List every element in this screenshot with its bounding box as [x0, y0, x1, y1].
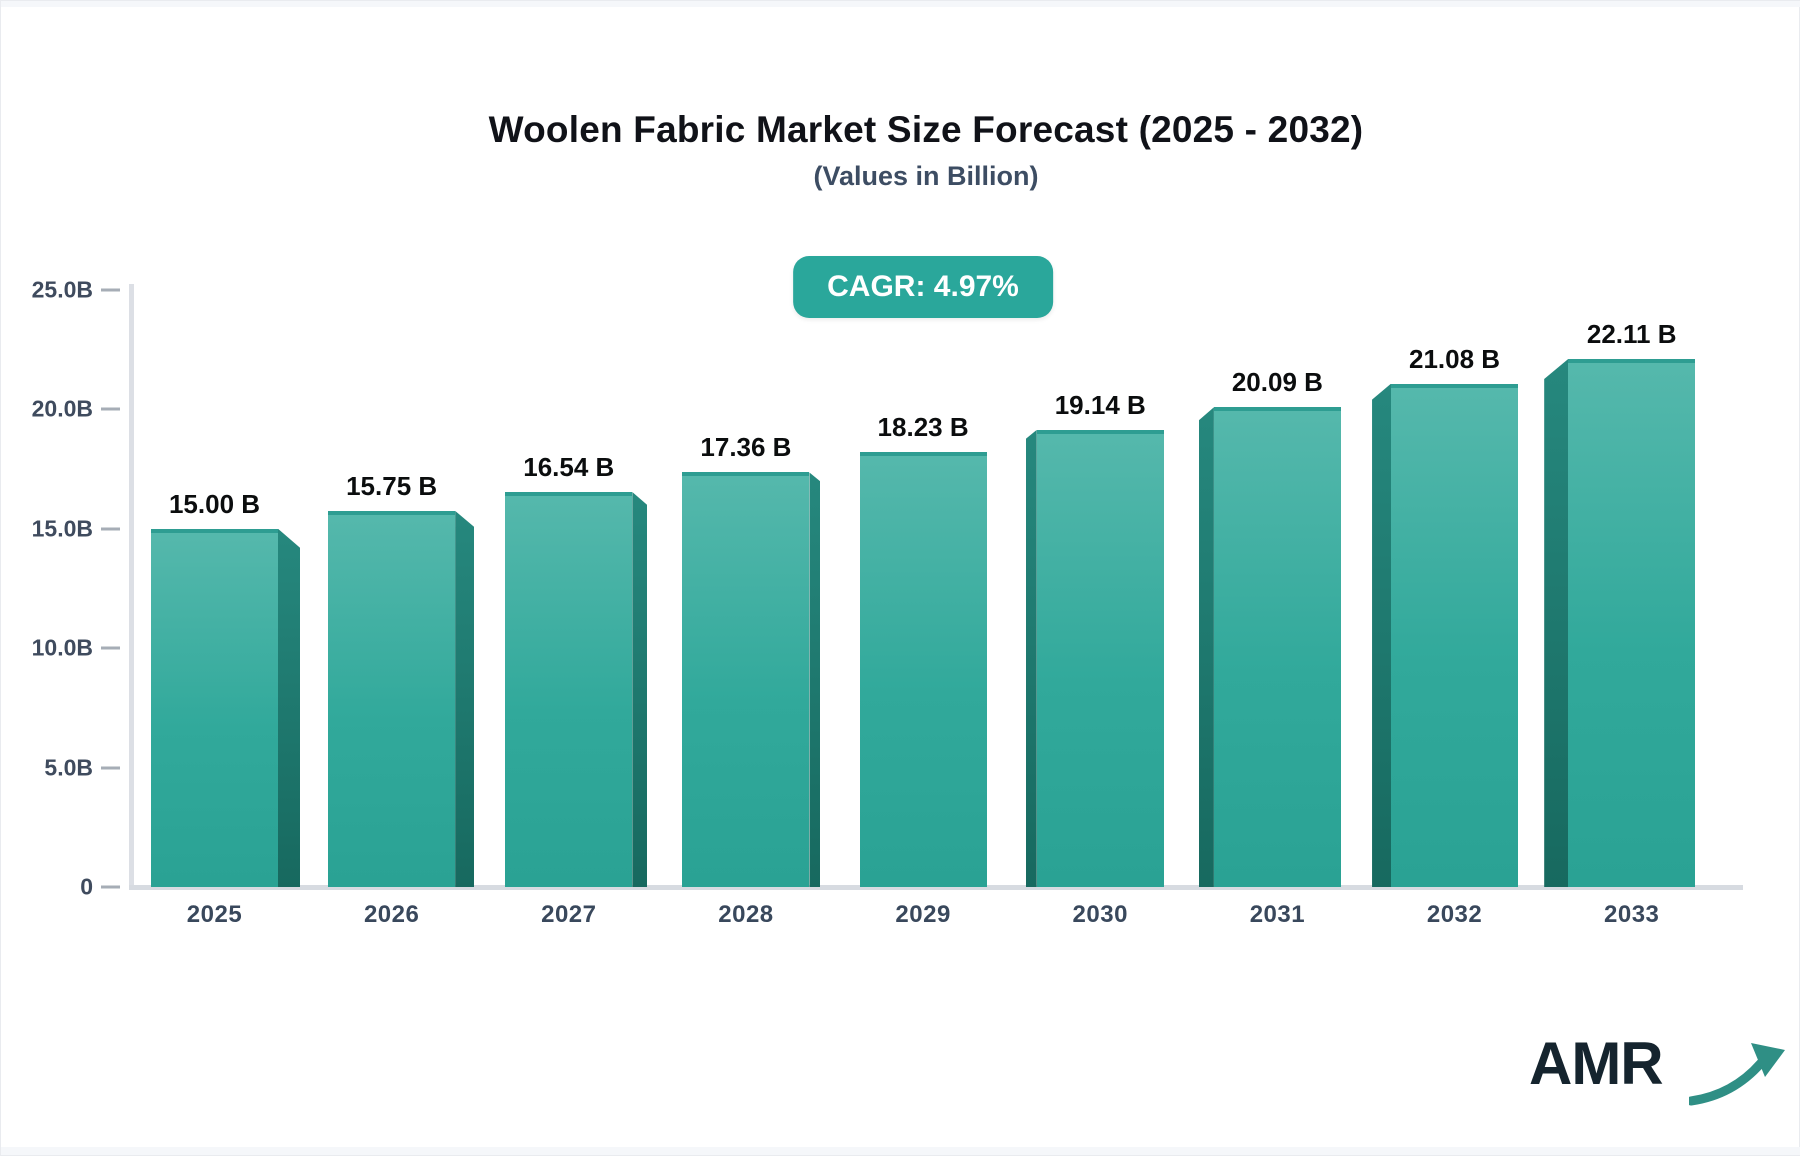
x-tick-label-2033: 2033: [1603, 901, 1660, 928]
bar-3d-side-2030: [1025, 429, 1037, 887]
bar-2028: [682, 472, 810, 887]
y-tick-label-10.0B: 10.0B: [31, 634, 93, 661]
x-tick-label-2031: 2031: [1249, 901, 1306, 928]
x-tick-label-2026: 2026: [363, 901, 420, 928]
bar-3d-side-2027: [632, 492, 648, 887]
bar-value-label-2028: 17.36 B: [700, 432, 792, 463]
bar-2031: [1213, 407, 1341, 887]
y-axis-line: [129, 284, 134, 887]
y-tick-dash: [101, 288, 120, 292]
bar-3d-side-2032: [1372, 383, 1392, 887]
bar-3d-side-2025: [278, 528, 300, 887]
y-tick-label-5.0B: 5.0B: [44, 754, 93, 781]
bar-value-label-2030: 19.14 B: [1054, 389, 1146, 420]
bar-value-label-2031: 20.09 B: [1231, 367, 1323, 398]
x-tick-label-2032: 2032: [1426, 901, 1483, 928]
chart-header: Woolen Fabric Market Size Forecast (2025…: [26, 1, 1800, 192]
bar-2030: [1036, 429, 1164, 887]
chart-title: Woolen Fabric Market Size Forecast (2025…: [488, 109, 1364, 150]
x-tick-label-2028: 2028: [718, 901, 774, 928]
page-top-strip: [1, 1, 1800, 7]
y-tick-dash: [101, 527, 120, 531]
bar-value-label-2032: 21.08 B: [1409, 343, 1501, 374]
x-tick-label-2025: 2025: [186, 901, 243, 928]
amr-logo: AMR: [1529, 1029, 1785, 1119]
bar-value-label-2025: 15.00 B: [168, 488, 261, 519]
bar-value-label-2026: 15.75 B: [346, 470, 438, 501]
bar-3d-side-2026: [455, 510, 475, 887]
y-tick-dash: [101, 766, 120, 770]
y-tick-dash: [101, 885, 120, 889]
bar-2026: [328, 510, 456, 887]
bar-2032: [1391, 383, 1519, 887]
y-tick-label-15.0B: 15.0B: [31, 515, 93, 542]
bar-value-label-2029: 18.23 B: [877, 411, 969, 442]
y-tick-label-20.0B: 20.0B: [31, 395, 93, 422]
bar-3d-side-2028: [809, 472, 821, 887]
y-tick-label-25.0B: 25.0B: [31, 276, 93, 303]
y-tick-dash: [101, 407, 120, 411]
amr-logo-text: AMR: [1529, 1030, 1664, 1097]
bar-3d-side-2033: [1544, 359, 1569, 887]
amr-logo-arrow-icon: [1689, 1043, 1785, 1106]
x-tick-label-2030: 2030: [1072, 901, 1128, 928]
x-axis-baseline: [129, 885, 1743, 890]
bar-value-label-2033: 22.11 B: [1586, 319, 1677, 349]
bar-3d-side-2031: [1198, 407, 1214, 887]
x-tick-label-2029: 2029: [895, 901, 951, 928]
bar-2033: [1568, 359, 1696, 887]
cagr-badge: CAGR: 4.97%: [793, 256, 1053, 318]
bar-2029: [859, 451, 987, 887]
page-bottom-strip: [1, 1147, 1800, 1155]
x-tick-label-2027: 2027: [541, 901, 597, 928]
bar-value-label-2027: 16.54 B: [523, 452, 615, 483]
bar-2025: [151, 528, 278, 887]
y-tick-label-0: 0: [80, 873, 93, 900]
bar-2027: [505, 492, 633, 887]
chart-subtitle: (Values in Billion): [813, 161, 1039, 191]
y-tick-dash: [101, 646, 120, 650]
